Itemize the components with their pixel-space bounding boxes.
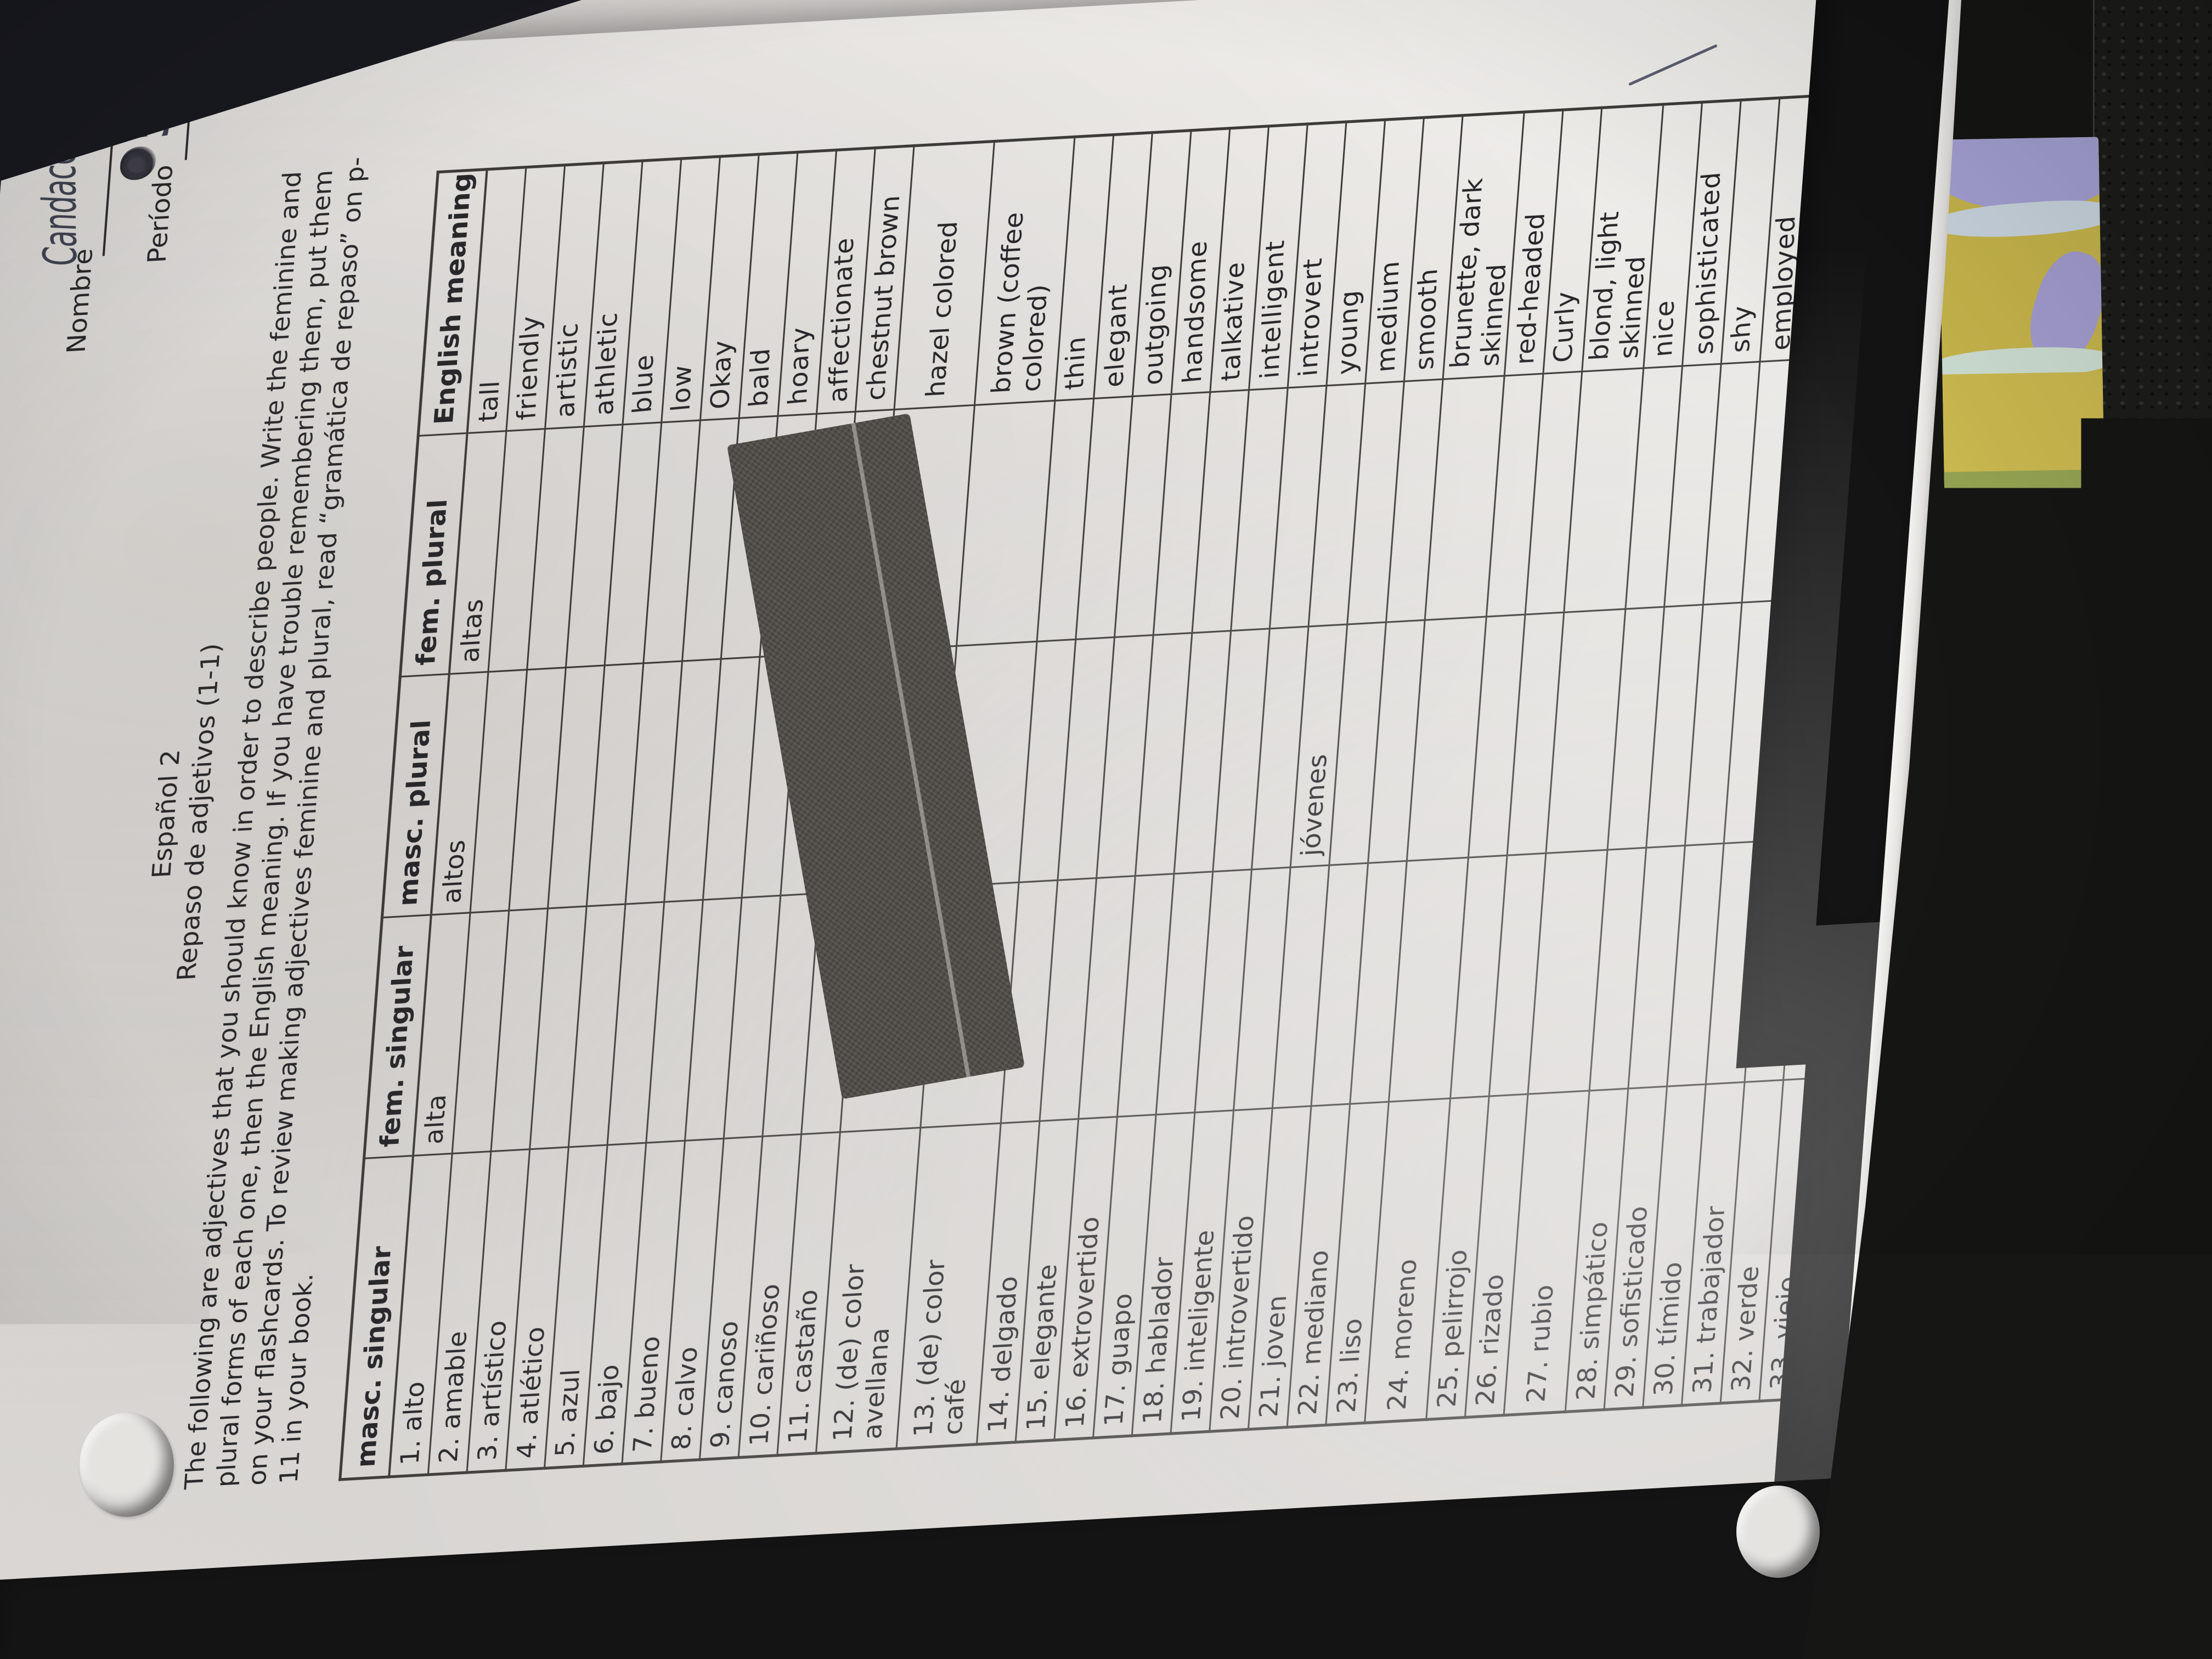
- photo-of-worksheet: Nombre Candace Hunte Período 5 Español 2…: [0, 0, 2212, 1659]
- painting-yellow-band: [1938, 371, 2115, 484]
- periodo-label: Período: [142, 164, 179, 264]
- painting-yellow-band: [1938, 527, 2115, 624]
- flower-painting: [1938, 137, 2115, 1084]
- punched-hole: [80, 1413, 174, 1517]
- adjectives-table: masc. singular fem. singular masc. plural f…: [338, 90, 1897, 1481]
- punched-hole: [791, 1403, 857, 1478]
- black-leather-surface: [2093, 0, 2212, 1350]
- under-sheet: [1424, 1579, 1676, 1659]
